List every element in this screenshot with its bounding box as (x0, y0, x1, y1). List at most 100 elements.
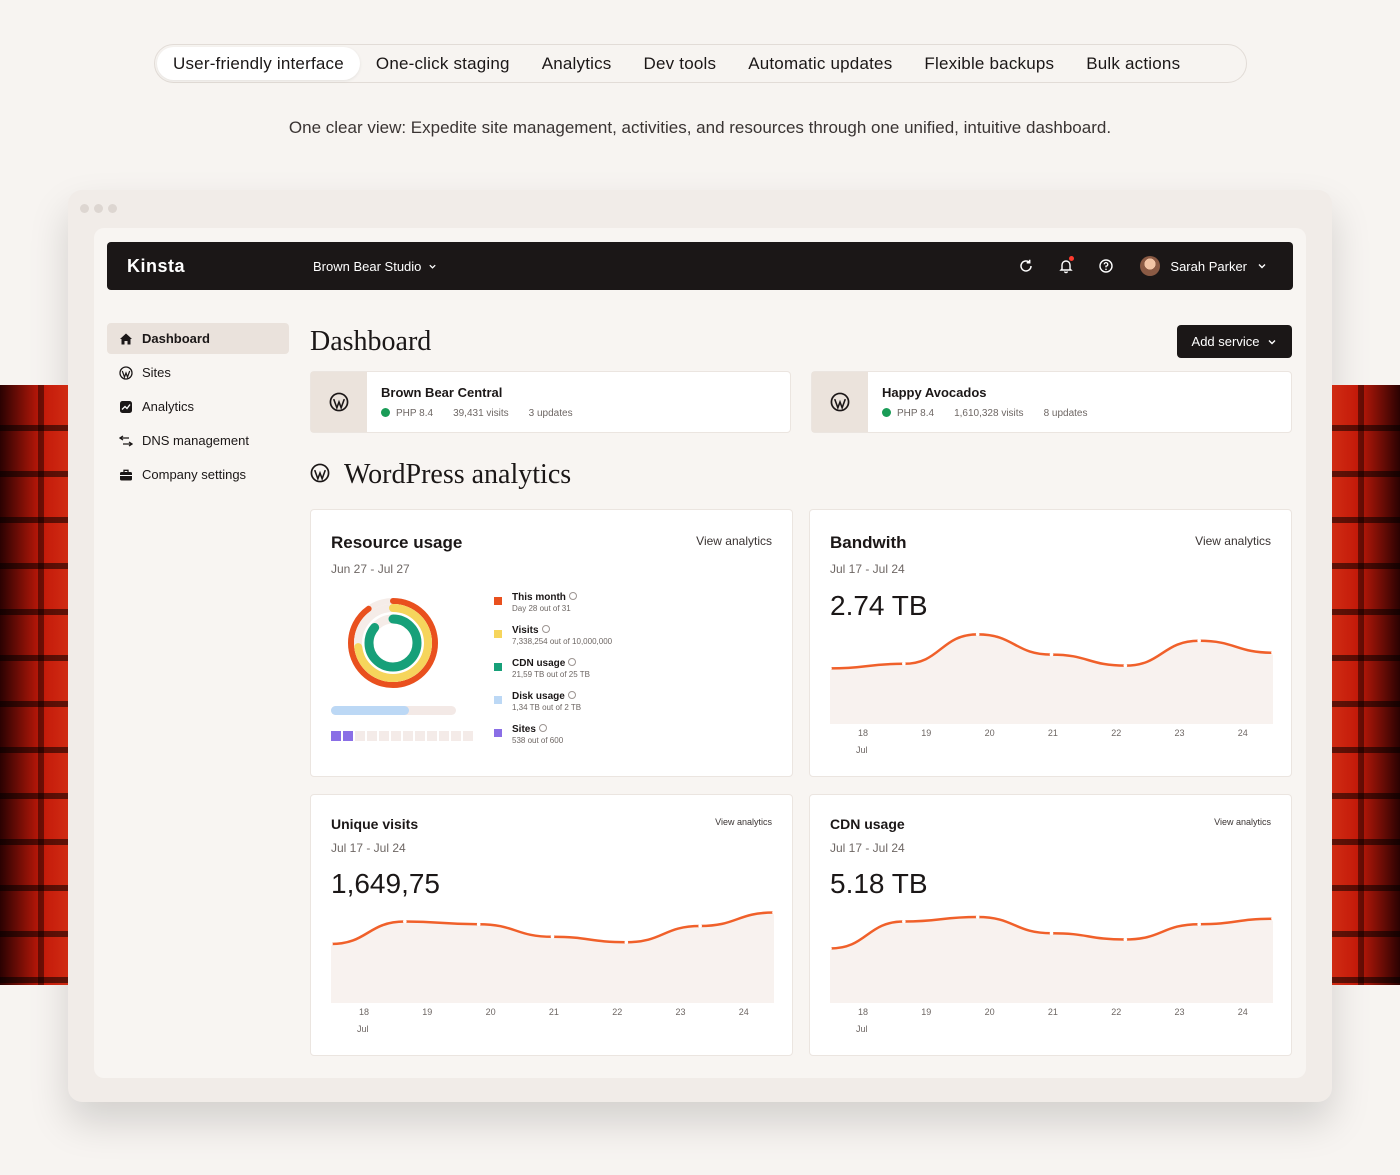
sidebar-item-company-settings[interactable]: Company settings (107, 459, 289, 490)
site-meta: PHP 8.4 1,610,328 visits 8 updates (882, 408, 1088, 419)
card-date: Jul 17 - Jul 24 (830, 841, 905, 855)
unique-visits-card: Unique visits View analytics Jul 17 - Ju… (310, 794, 793, 1056)
site-block (391, 731, 401, 741)
site-block (355, 731, 365, 741)
window-dot (80, 204, 89, 213)
x-tick-label: 24 (1237, 728, 1248, 738)
site-card[interactable]: Happy Avocados PHP 8.4 1,610,328 visits 8 u… (811, 371, 1292, 433)
legend-swatch (494, 630, 502, 638)
sidebar-item-dashboard[interactable]: Dashboard (107, 323, 289, 354)
x-tick-label: 18 (858, 1007, 869, 1017)
disk-usage-fill (331, 706, 409, 715)
home-icon (119, 332, 133, 346)
x-tick-label: 19 (422, 1007, 433, 1017)
help-icon[interactable] (1092, 252, 1120, 280)
tab-bulk-actions[interactable]: Bulk actions (1086, 53, 1181, 73)
site-block (439, 731, 449, 741)
unique-visits-chart (331, 910, 774, 1003)
help-icon[interactable] (568, 592, 577, 600)
chart-point (1049, 931, 1054, 935)
help-icon[interactable] (567, 691, 576, 699)
company-name: Brown Bear Studio (313, 258, 422, 274)
legend-name: This month (512, 592, 566, 603)
sidebar-item-label: Analytics (142, 399, 195, 414)
legend-item: Visits 7,338,254 out of 10,000,000 (494, 625, 612, 646)
donut-ring-1 (354, 604, 432, 682)
wordpress-icon (119, 365, 133, 380)
tab-one-click-staging[interactable]: One-click staging (375, 53, 510, 73)
legend-sub: Day 28 out of 31 (512, 604, 571, 613)
legend-sub: 21,59 TB out of 25 TB (512, 670, 590, 679)
chevron-down-icon (429, 264, 437, 269)
x-tick-label: 20 (984, 728, 995, 738)
add-service-label: Add service (1191, 334, 1260, 349)
bell-icon[interactable] (1052, 252, 1080, 280)
x-tick-label: 22 (1111, 728, 1122, 738)
site-block (463, 731, 473, 741)
chart-point (902, 662, 906, 666)
kinsta-logo[interactable]: Kinsta (127, 255, 186, 276)
site-meta: PHP 8.4 39,431 visits 3 updates (381, 408, 573, 419)
chart-point (624, 940, 629, 944)
chart-point (1197, 639, 1201, 643)
window-dot (94, 204, 103, 213)
tab-automatic-updates[interactable]: Automatic updates (748, 53, 893, 73)
legend-name: Disk usage (512, 691, 565, 702)
site-card[interactable]: Brown Bear Central PHP 8.4 39,431 visits 3 … (310, 371, 791, 433)
donut-ring-2 (364, 614, 422, 672)
sidebar-item-analytics[interactable]: Analytics (107, 391, 289, 422)
view-analytics-link[interactable]: View analytics (696, 534, 772, 548)
chart-point (975, 915, 980, 919)
check-icon (381, 408, 390, 417)
chart-point (1197, 922, 1201, 926)
card-date: Jul 17 - Jul 24 (331, 841, 406, 855)
php-version: PHP 8.4 (396, 408, 434, 419)
company-switcher[interactable]: Brown Bear Studio (313, 259, 437, 274)
legend-name: CDN usage (512, 658, 566, 669)
tab-dev-tools[interactable]: Dev tools (643, 53, 717, 73)
top-bar: Kinsta Brown Bear Studio Sarah Parker (107, 242, 1293, 290)
refresh-icon[interactable] (1012, 252, 1040, 280)
chart-point (550, 935, 555, 939)
site-name: Happy Avocados (882, 385, 987, 400)
help-icon[interactable] (541, 625, 550, 633)
user-menu[interactable]: Sarah Parker (1140, 256, 1267, 276)
x-tick-label: 23 (1174, 728, 1185, 738)
site-block (403, 731, 413, 741)
site-php: PHP 8.4 (381, 408, 433, 419)
unique-visits-value: 1,649,75 (331, 868, 440, 899)
bandwidth-card: Bandwith View analytics Jul 17 - Jul 24 … (809, 509, 1292, 777)
tab-analytics[interactable]: Analytics (541, 53, 612, 73)
disk-usage-bar (331, 706, 456, 715)
help-icon[interactable] (538, 724, 547, 732)
sidebar-item-label: Sites (142, 365, 171, 380)
x-sublabel: Jul (357, 1024, 369, 1034)
php-version: PHP 8.4 (897, 408, 935, 419)
site-info: Happy Avocados PHP 8.4 1,610,328 visits 8 u… (868, 372, 1088, 432)
add-service-button[interactable]: Add service (1177, 325, 1292, 358)
resource-legend: This month Day 28 out of 31 Visits 7,338,25… (494, 592, 612, 757)
card-date: Jul 17 - Jul 24 (830, 562, 905, 576)
card-date: Jun 27 - Jul 27 (331, 562, 410, 576)
site-info: Brown Bear Central PHP 8.4 39,431 visits 3 … (367, 372, 573, 432)
sidebar-item-sites[interactable]: Sites (107, 357, 289, 388)
bandwidth-value: 2.74 TB (830, 590, 928, 621)
x-tick-label: 23 (1174, 1007, 1185, 1017)
legend-item: Disk usage 1,34 TB out of 2 TB (494, 691, 612, 712)
tab-user-friendly-interface[interactable]: User-friendly interface (157, 47, 360, 80)
tab-flexible-backups[interactable]: Flexible backups (924, 53, 1055, 73)
view-analytics-link[interactable]: View analytics (1214, 817, 1271, 827)
chart-point (1123, 937, 1128, 942)
chart-area (830, 917, 1273, 1003)
help-icon[interactable] (568, 658, 577, 666)
view-analytics-link[interactable]: View analytics (1195, 534, 1271, 548)
chart-area (830, 634, 1273, 724)
chart-point (403, 919, 407, 924)
view-analytics-link[interactable]: View analytics (715, 817, 772, 827)
x-tick-label: 22 (1111, 1007, 1122, 1017)
sidebar-item-dns-management[interactable]: DNS management (107, 425, 289, 456)
legend-item: Sites 538 out of 600 (494, 724, 612, 745)
section-title-text: WordPress analytics (344, 459, 572, 490)
feature-tabs: User-friendly interface One-click staging… (154, 44, 1247, 83)
sidebar-item-label: Company settings (142, 467, 247, 482)
